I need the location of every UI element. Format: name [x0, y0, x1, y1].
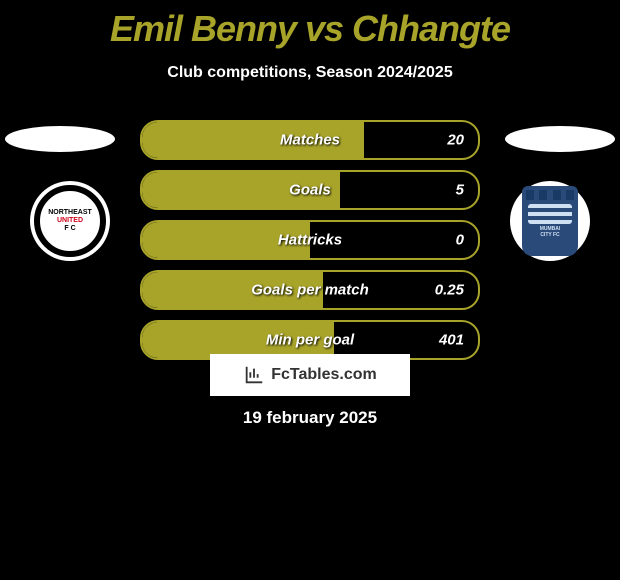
stat-value: 401 — [439, 332, 464, 349]
logo-text-line3: F C — [64, 225, 75, 233]
stats-bars: Matches 20 Goals 5 Hattricks 0 Goals per match… — [140, 120, 480, 370]
stat-label: Goals — [289, 182, 331, 199]
logo-text: MUMBAI CITY FC — [540, 227, 561, 238]
logo-text-line1: NORTHEAST — [48, 209, 92, 217]
left-club-badge: NORTHEAST UNITED F C — [30, 181, 110, 261]
right-club-badge: MUMBAI CITY FC — [510, 181, 590, 261]
chart-icon — [243, 364, 265, 386]
stat-row: Goals per match 0.25 — [140, 270, 480, 310]
logo-text-line2: UNITED — [57, 217, 83, 225]
stat-row: Goals 5 — [140, 170, 480, 210]
right-player-silhouette — [505, 126, 615, 152]
branding-box: FcTables.com — [210, 354, 410, 396]
stat-label: Goals per match — [251, 282, 369, 299]
stat-label: Hattricks — [278, 232, 342, 249]
stat-value: 0 — [456, 232, 464, 249]
logo-crenellation — [526, 190, 574, 200]
date-label: 19 february 2025 — [0, 408, 620, 428]
stat-row: Hattricks 0 — [140, 220, 480, 260]
stat-value: 5 — [456, 182, 464, 199]
logo-stripes — [528, 204, 572, 224]
page-title: Emil Benny vs Chhangte — [0, 0, 620, 50]
subtitle: Club competitions, Season 2024/2025 — [0, 64, 620, 82]
comparison-infographic: Emil Benny vs Chhangte Club competitions… — [0, 0, 620, 580]
stat-value: 0.25 — [435, 282, 464, 299]
stat-row: Matches 20 — [140, 120, 480, 160]
northeast-united-logo: NORTHEAST UNITED F C — [34, 185, 106, 257]
branding-text: FcTables.com — [271, 366, 377, 384]
mumbai-city-logo: MUMBAI CITY FC — [522, 186, 578, 256]
stat-value: 20 — [447, 132, 464, 149]
left-player-silhouette — [5, 126, 115, 152]
stat-label: Min per goal — [266, 332, 354, 349]
stat-label: Matches — [280, 132, 340, 149]
